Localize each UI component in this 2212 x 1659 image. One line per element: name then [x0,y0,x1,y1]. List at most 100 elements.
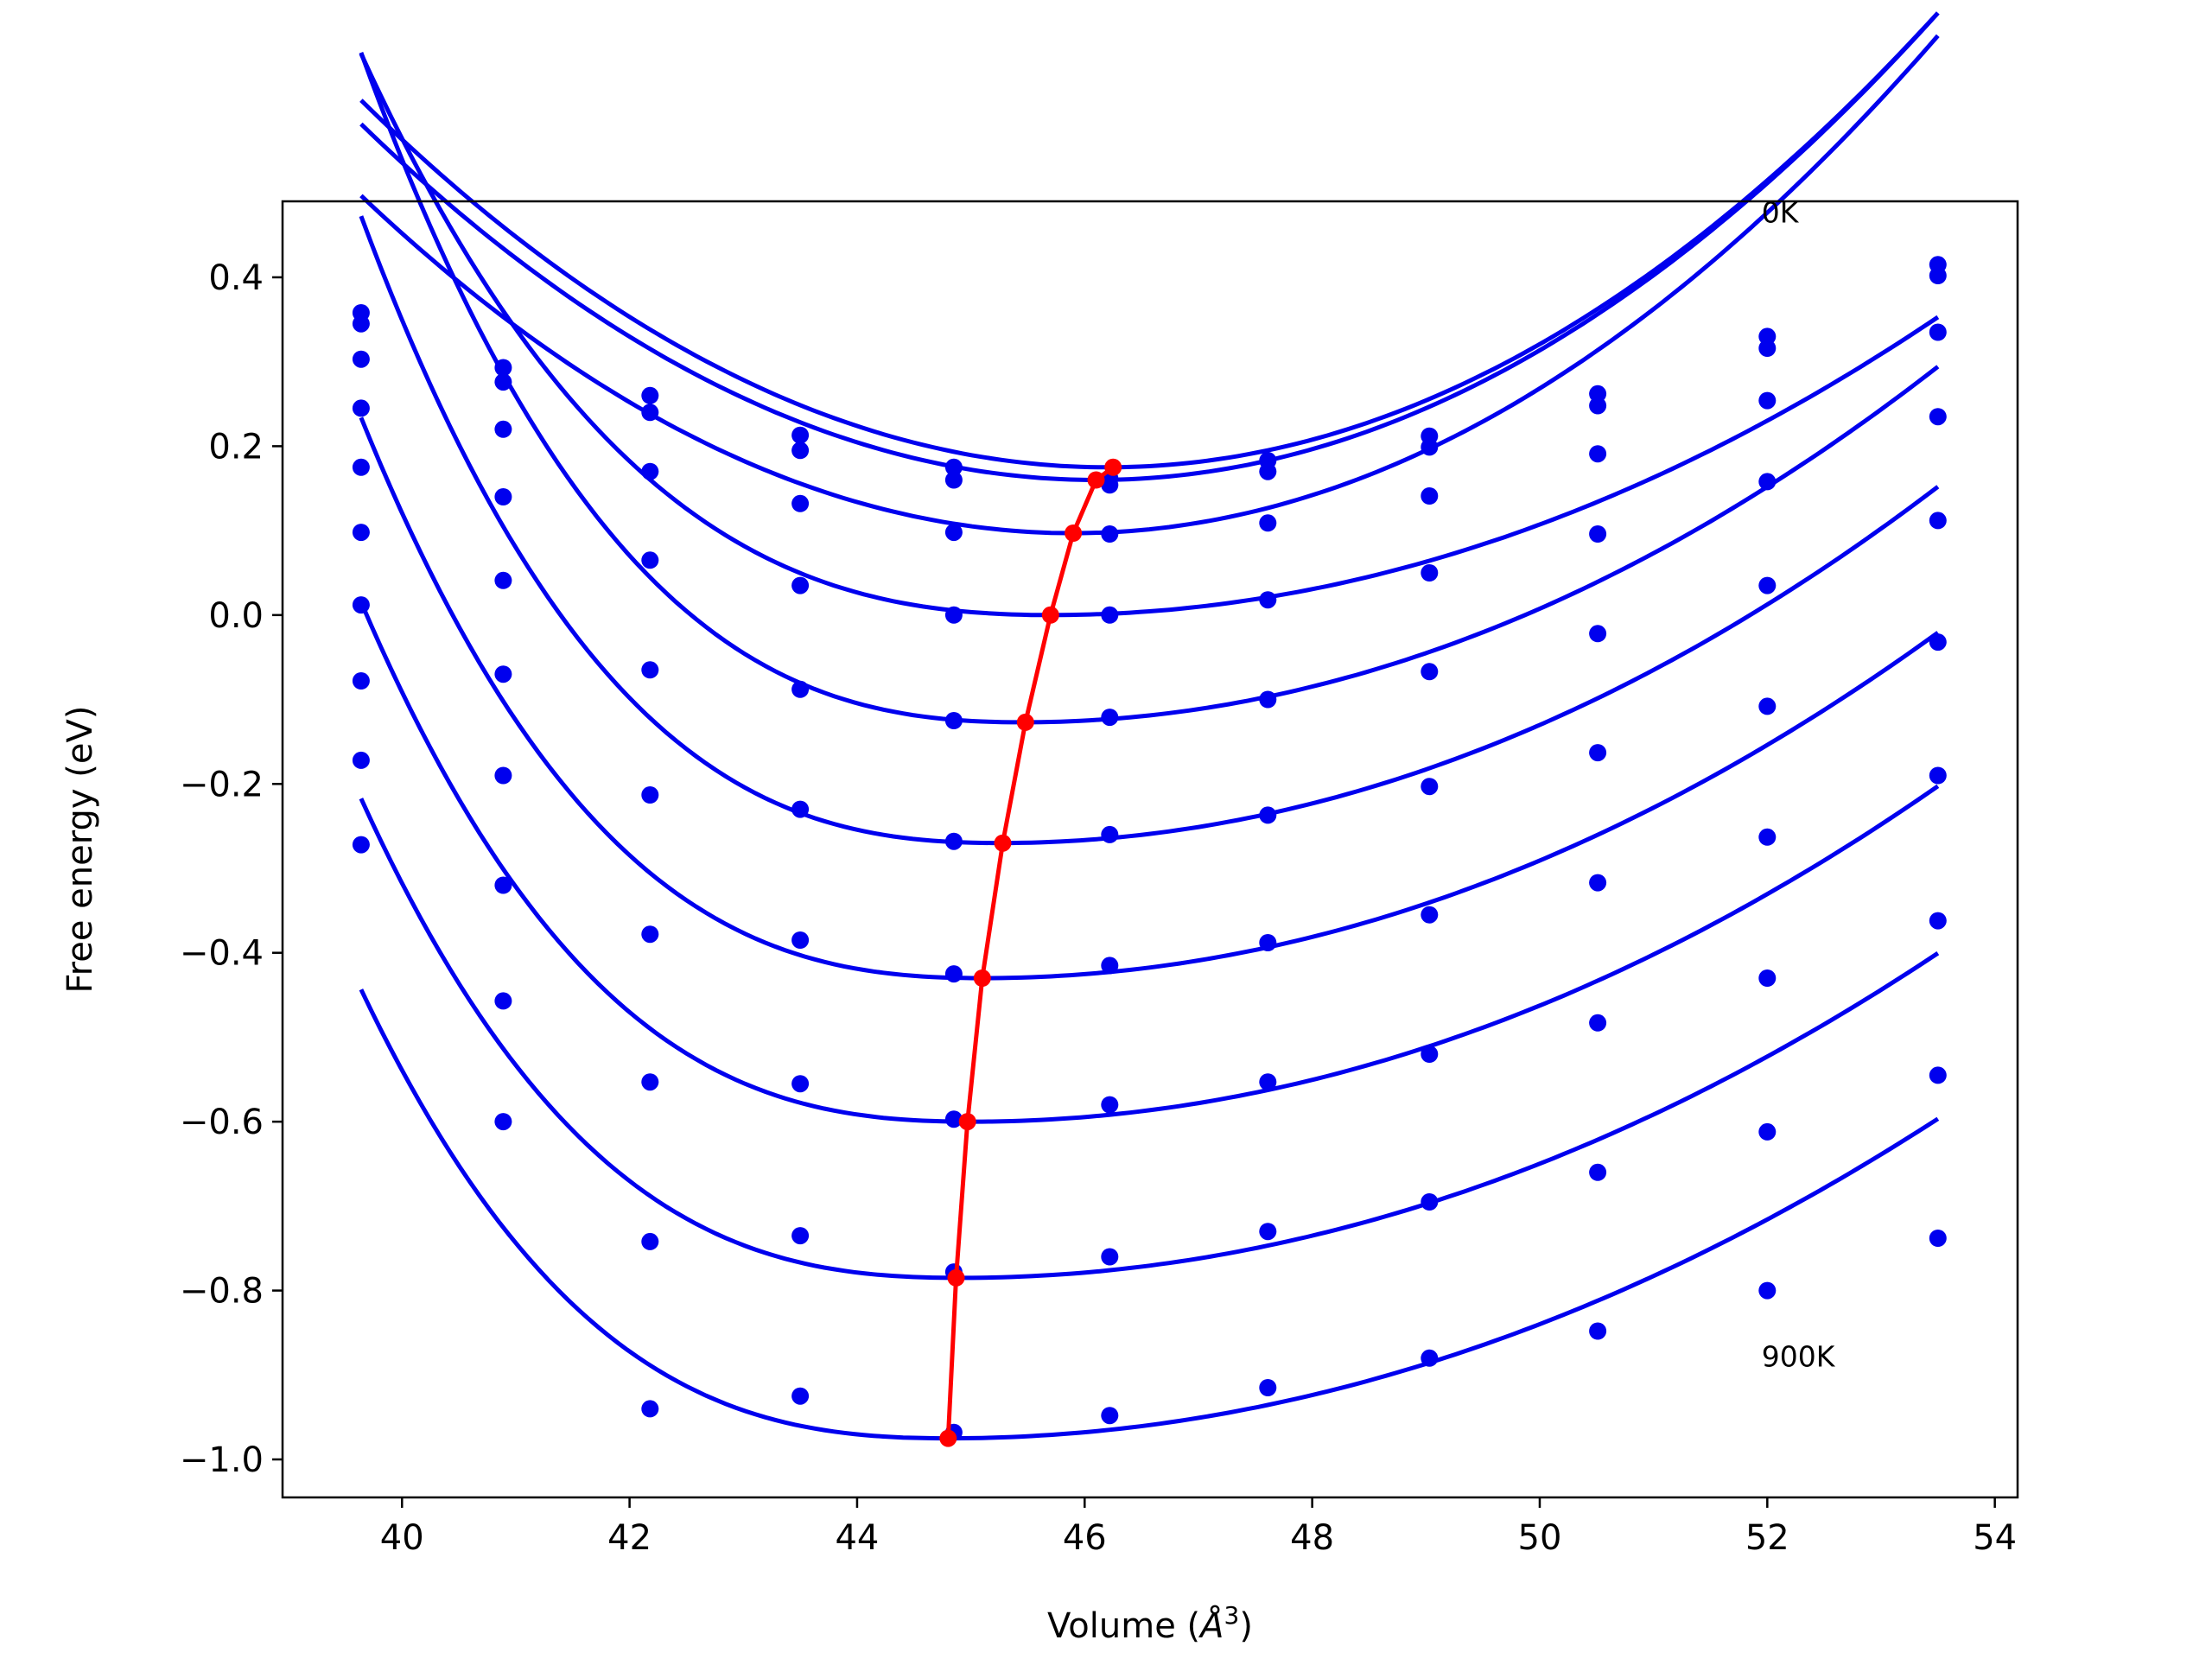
minimum-point [1041,606,1059,624]
fit-curve-7 [359,416,1940,981]
data-point [791,494,810,512]
fit-curve-4 [359,53,1940,618]
data-point [352,672,370,690]
data-point [1101,1096,1119,1114]
data-point [352,399,370,417]
plot-area [352,11,1947,1447]
data-point [1421,663,1439,681]
data-point [791,1227,810,1245]
data-point [1758,391,1777,410]
data-point [1259,1379,1277,1396]
y-tick-label: −0.2 [180,765,264,804]
data-point [944,471,963,489]
data-point [1929,512,1947,530]
data-point [641,661,659,679]
data-point [1259,1223,1277,1241]
data-point [1758,828,1777,846]
data-point [1589,744,1607,762]
data-point [1101,606,1119,624]
data-point [1589,1322,1607,1340]
fit-curve-9 [359,798,1940,1281]
data-point [641,551,659,569]
data-point [494,488,512,505]
minimum-point [958,1113,976,1131]
data-point [944,524,963,542]
data-point [1929,323,1947,341]
data-point [1421,906,1439,924]
data-point [1758,473,1777,491]
minimum-point [947,1268,965,1287]
x-tick-label: 46 [1063,1518,1107,1558]
data-point [494,1113,512,1131]
data-point [791,680,810,698]
data-point [1758,697,1777,715]
data-point [494,992,512,1010]
y-tick-label: −0.6 [180,1103,264,1142]
data-point [641,404,659,422]
data-point [1101,525,1119,543]
fit-curve-10 [359,988,1940,1441]
y-tick-label: 0.0 [208,596,264,636]
x-tick-label: 44 [835,1518,879,1558]
minimum-point [1104,458,1122,476]
y-tick-label: −0.4 [180,934,264,974]
data-point [494,766,512,785]
y-tick-label: −0.8 [180,1272,264,1312]
data-point [944,832,963,850]
fit-curve-2 [359,11,1940,482]
data-point [791,1387,810,1405]
annotation-label: 900K [1762,1340,1836,1374]
data-point [1758,1122,1777,1141]
data-point [1929,766,1947,785]
y-axis-label: Free energy (eV) [60,706,100,994]
fit-curve-1 [359,11,1940,470]
fit-curve-8 [359,601,1940,1124]
data-point [1589,1163,1607,1181]
x-tick-label: 48 [1290,1518,1334,1558]
minimum-point [1065,524,1083,542]
axis-ticks: 40 42 44 46 48 50 52 54 −1.0 −0.8 −0.6 −0.4 −0.2 0.0 0… [180,258,2017,1558]
annotation-label: 0K [1762,195,1800,229]
data-point [944,712,963,729]
data-point [1259,462,1277,480]
minimum-point [994,834,1012,852]
x-axis-label-superscript: 3 [1224,1601,1240,1630]
data-point [1589,445,1607,463]
x-axis-label-prefix: Volume ( [1047,1606,1200,1646]
y-tick-label: −1.0 [180,1440,264,1480]
data-point [1589,1014,1607,1032]
data-point [1101,1407,1119,1425]
minimum-curve [945,465,1115,1439]
data-point [1421,1046,1439,1063]
data-point [641,1400,659,1418]
data-point [494,359,512,377]
plot-frame [281,200,2019,1499]
data-point [1421,778,1439,796]
data-point [1421,564,1439,582]
x-axis-label-suffix: ) [1239,1606,1253,1646]
data-point [1101,1248,1119,1266]
data-point [352,458,370,476]
y-tick-label: 0.2 [208,427,264,467]
data-point [641,386,659,404]
x-tick-label: 52 [1745,1518,1789,1558]
data-point [944,458,963,476]
data-point [352,751,370,769]
data-point [944,606,963,624]
data-point [494,876,512,894]
fit-curve-6 [359,215,1940,846]
x-tick-label: 54 [1973,1518,2017,1558]
data-point [791,442,810,460]
data-point [1101,957,1119,975]
data-point [1421,1349,1439,1367]
x-tick-label: 40 [380,1518,424,1558]
data-point [1929,912,1947,930]
data-point [1101,476,1119,494]
data-point [352,836,370,854]
data-point [791,576,810,594]
data-point [494,571,512,589]
data-point [641,1232,659,1250]
data-point [1758,969,1777,987]
data-point [1589,397,1607,415]
